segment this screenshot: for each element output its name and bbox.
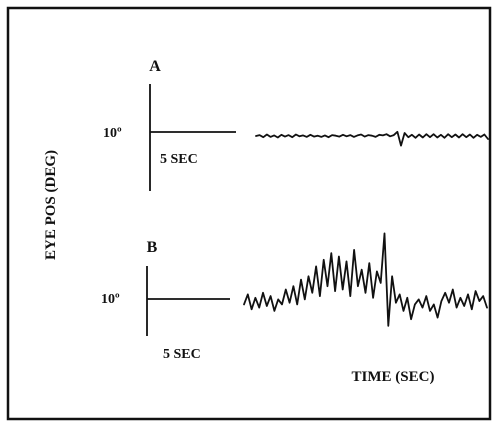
panel-b: B 10º 5 SEC <box>101 232 488 362</box>
panel-a: A 10º 5 SEC <box>103 58 489 191</box>
panel-label-a: A <box>149 58 161 75</box>
y-axis-label: EYE POS (DEG) <box>43 150 59 260</box>
trace-b <box>243 232 488 327</box>
horizontal-scale-label-a: 5 SEC <box>160 152 198 167</box>
vertical-scale-label-a: 10º <box>103 126 122 141</box>
x-axis-label: TIME (SEC) <box>352 369 435 385</box>
trace-a <box>255 130 489 147</box>
vertical-scale-label-b: 10º <box>101 292 120 307</box>
figure-frame <box>6 6 492 421</box>
panel-label-b: B <box>147 239 158 256</box>
horizontal-scale-label-b: 5 SEC <box>163 347 201 362</box>
